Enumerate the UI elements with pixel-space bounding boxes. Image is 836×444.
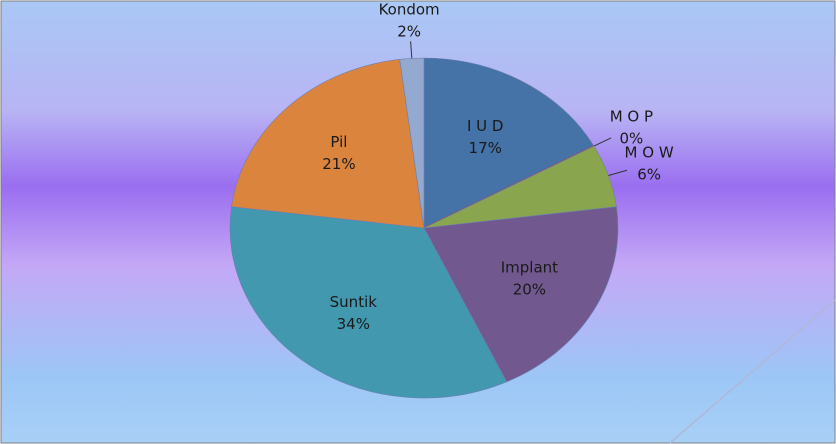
pie-slice — [231, 59, 425, 229]
slice-value-label: 34% — [337, 315, 370, 333]
slice-value-label: 17% — [469, 139, 502, 157]
pie-slice — [423, 57, 595, 229]
slice-value-label: 0% — [620, 130, 644, 148]
slice-label: Pil — [330, 133, 347, 151]
slice-value-label: 20% — [513, 280, 546, 298]
slice-label: Implant — [501, 258, 558, 276]
slice-label: Kondom — [379, 1, 440, 19]
leader-line — [608, 169, 628, 176]
slice-label: M O W — [625, 143, 674, 161]
slice-value-label: 21% — [322, 155, 355, 173]
leader-line — [593, 137, 612, 147]
slice-label: M O P — [610, 108, 653, 126]
slice-value-label: 6% — [637, 165, 661, 183]
slice-label: I U D — [467, 117, 504, 135]
pie-slice — [229, 206, 508, 399]
pie-slice — [423, 206, 619, 383]
decor-line — [669, 299, 836, 444]
leader-line — [410, 41, 413, 59]
slice-value-label: 2% — [397, 23, 421, 41]
slice-label: Suntik — [330, 293, 378, 311]
